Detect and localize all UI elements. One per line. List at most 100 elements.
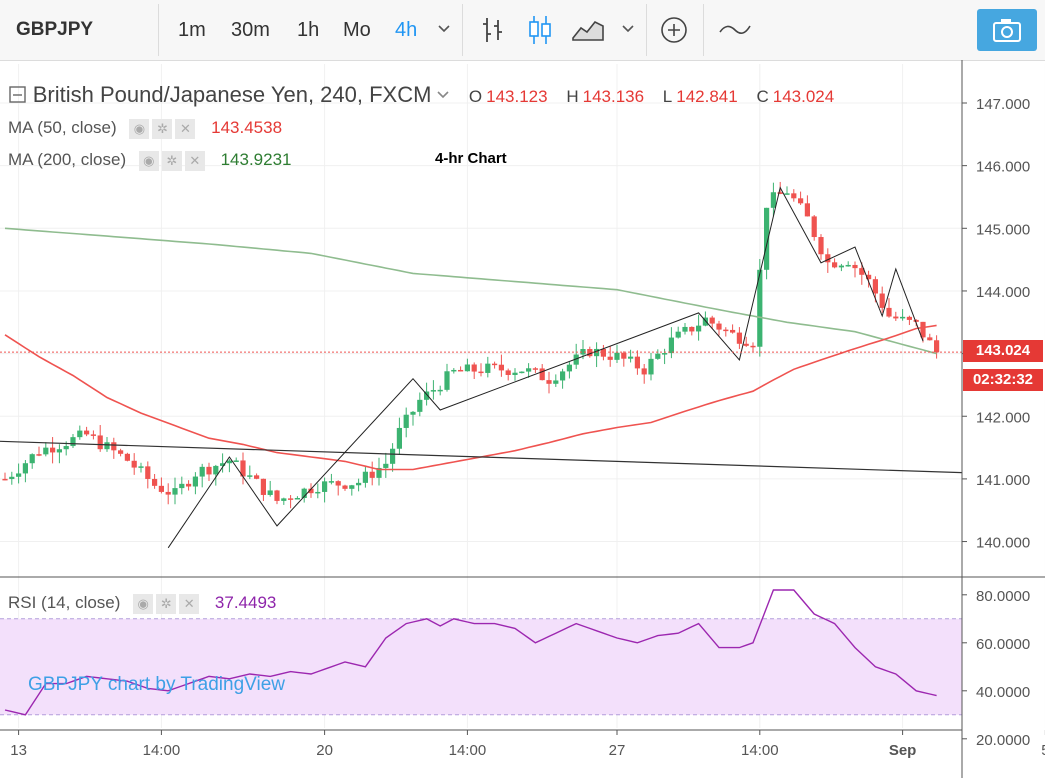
candle-body	[267, 490, 273, 495]
candle-body	[308, 488, 314, 494]
eye-icon[interactable]: ◉	[129, 118, 150, 139]
candle-body	[376, 467, 382, 478]
collapse-icon[interactable]	[8, 85, 28, 105]
candle-body	[43, 447, 49, 455]
ma50-label[interactable]: MA (50, close)	[8, 118, 117, 137]
candle-body	[63, 446, 69, 450]
candle-body	[845, 264, 851, 267]
area-chart-icon[interactable]	[571, 16, 605, 42]
candle-body	[356, 482, 362, 486]
candlestick-icon[interactable]	[527, 14, 553, 46]
price-tick-label: 142.000	[976, 409, 1030, 426]
candle-body	[757, 269, 763, 347]
candle-body	[866, 274, 872, 280]
candle-body	[233, 460, 239, 462]
candle-body	[56, 449, 62, 453]
interval-mo-button[interactable]: Mo	[343, 19, 371, 41]
gear-icon[interactable]: ✲	[156, 593, 177, 614]
candle-body	[519, 371, 525, 374]
candle-body	[804, 203, 810, 217]
candle-body	[532, 368, 538, 370]
candle-body	[335, 481, 341, 486]
candle-body	[240, 460, 246, 477]
chevron-down-icon[interactable]	[621, 24, 635, 34]
gear-icon[interactable]: ✲	[152, 118, 173, 139]
axes: 147.000146.000145.000144.000143.000142.0…	[0, 60, 1045, 778]
rsi-label[interactable]: RSI (14, close)	[8, 593, 121, 612]
candle-body	[648, 358, 654, 375]
eye-icon[interactable]: ◉	[133, 593, 154, 614]
price-chart[interactable]: 147.000146.000145.000144.000143.000142.0…	[0, 60, 1045, 778]
bar-chart-icon[interactable]	[480, 16, 506, 44]
wave-drawing	[167, 186, 924, 549]
candle-body	[682, 326, 688, 332]
candle-body	[485, 363, 491, 373]
candle-body	[498, 364, 504, 371]
close-icon[interactable]: ✕	[175, 118, 196, 139]
candle-body	[580, 349, 586, 355]
candle-body	[750, 345, 756, 348]
rsi-tick-label: 40.0000	[976, 684, 1030, 701]
symbol-button[interactable]: GBPJPY	[16, 19, 94, 40]
candle-body	[628, 356, 634, 359]
ma50-value: 143.4538	[211, 118, 283, 137]
rsi-tick-label: 80.0000	[976, 588, 1030, 605]
time-tick-label: 5	[1041, 742, 1045, 759]
candle-body	[50, 447, 56, 453]
candle-body	[696, 325, 702, 332]
candle-body	[220, 463, 226, 466]
candle-body	[811, 216, 817, 238]
candle-body	[791, 193, 797, 199]
candle-body	[322, 481, 328, 492]
candle-body	[437, 389, 443, 392]
countdown-tag: 02:32:32	[963, 369, 1043, 391]
interval-30m-button[interactable]: 30m	[231, 19, 270, 41]
eye-icon[interactable]: ◉	[138, 150, 159, 171]
close-icon[interactable]: ✕	[179, 593, 200, 614]
interval-4h-button[interactable]: 4h	[395, 19, 418, 41]
close-icon[interactable]: ✕	[184, 150, 205, 171]
candles	[2, 181, 940, 509]
time-tick-label: 27	[609, 742, 626, 759]
candle-body	[410, 411, 416, 415]
candle-body	[662, 353, 668, 355]
chevron-down-icon[interactable]	[436, 90, 450, 100]
gear-icon[interactable]: ✲	[161, 150, 182, 171]
candle-body	[417, 399, 423, 412]
candle-body	[689, 326, 695, 332]
candle-body	[872, 279, 878, 294]
candle-body	[430, 390, 436, 392]
candle-body	[634, 356, 640, 369]
chevron-down-icon[interactable]	[437, 24, 451, 34]
time-tick-label: 20	[316, 742, 333, 759]
candle-body	[607, 356, 613, 360]
candle-body	[913, 319, 919, 322]
compare-wave-icon[interactable]	[718, 18, 752, 42]
candle-body	[192, 476, 198, 487]
candle-body	[260, 478, 266, 495]
interval-1h-button[interactable]: 1h	[297, 19, 320, 41]
candle-body	[702, 317, 708, 326]
candle-body	[36, 454, 42, 456]
watermark[interactable]: GBPJPY chart by TradingView	[28, 674, 285, 695]
candle-body	[818, 237, 824, 255]
toolbar-divider	[703, 4, 704, 56]
rsi-band	[0, 618, 962, 716]
candle-body	[281, 498, 287, 501]
candle-body	[451, 369, 457, 372]
camera-button[interactable]	[977, 9, 1037, 51]
candle-body	[274, 490, 280, 501]
ma200-label[interactable]: MA (200, close)	[8, 150, 127, 169]
candle-body	[90, 434, 96, 436]
interval-1m-button[interactable]: 1m	[178, 19, 206, 41]
candle-body	[315, 491, 321, 494]
candle-body	[111, 442, 117, 451]
price-tick-label: 141.000	[976, 472, 1030, 489]
candle-body	[165, 491, 171, 495]
candle-body	[186, 483, 192, 487]
candle-body	[424, 391, 430, 400]
candle-body	[138, 466, 144, 468]
add-indicator-icon[interactable]	[660, 16, 688, 44]
symbol-title[interactable]: British Pound/Japanese Yen, 240, FXCM	[32, 82, 432, 107]
